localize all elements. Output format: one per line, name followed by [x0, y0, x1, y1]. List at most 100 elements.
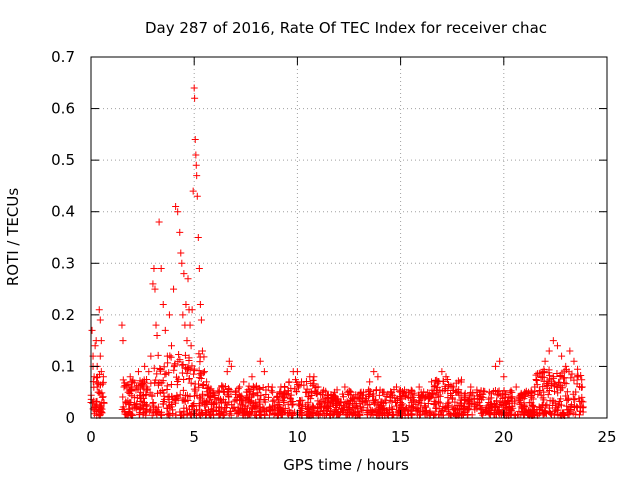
x-axis-label: GPS time / hours — [283, 456, 409, 474]
data-point — [465, 401, 473, 409]
data-point — [94, 388, 102, 396]
data-point — [189, 401, 197, 409]
data-point — [193, 406, 201, 414]
data-point — [432, 404, 440, 412]
data-point — [212, 399, 220, 407]
data-point — [90, 373, 98, 381]
data-point — [554, 389, 562, 397]
data-point — [134, 368, 142, 376]
data-point — [248, 373, 256, 381]
data-point — [437, 408, 445, 416]
data-point — [148, 392, 156, 400]
data-point — [461, 393, 469, 401]
data-point — [409, 404, 417, 412]
data-point — [214, 387, 222, 395]
data-point — [219, 383, 227, 391]
data-point — [195, 380, 202, 388]
data-point — [525, 388, 533, 396]
data-point — [485, 388, 493, 396]
data-point — [422, 403, 430, 411]
data-point — [463, 411, 471, 419]
data-point — [287, 391, 295, 399]
data-point — [295, 400, 303, 408]
data-point — [569, 409, 577, 417]
data-point — [190, 392, 198, 400]
y-tick-label: 0.4 — [51, 203, 75, 221]
data-point — [180, 396, 188, 404]
data-point — [193, 172, 201, 180]
data-point — [444, 400, 452, 408]
data-point — [393, 395, 401, 403]
data-point — [558, 352, 566, 360]
data-point — [560, 367, 568, 375]
data-point — [126, 387, 134, 395]
data-point — [339, 402, 347, 410]
data-point — [556, 372, 564, 380]
data-point — [517, 403, 525, 411]
data-point — [310, 373, 318, 381]
data-point — [267, 387, 275, 395]
data-point — [201, 368, 209, 376]
data-point — [157, 264, 165, 272]
data-point — [153, 389, 161, 397]
data-point — [378, 409, 386, 417]
data-point — [191, 94, 199, 102]
data-point — [128, 378, 136, 386]
data-point — [200, 381, 208, 389]
data-point — [478, 405, 486, 413]
data-point — [553, 369, 561, 377]
data-point — [253, 389, 261, 397]
data-point — [572, 388, 580, 396]
data-point — [215, 404, 223, 412]
data-point — [228, 401, 236, 409]
data-point — [185, 374, 193, 382]
data-point — [490, 400, 498, 408]
data-point — [565, 368, 573, 376]
data-point — [349, 399, 357, 407]
data-point — [231, 388, 239, 396]
data-point — [549, 337, 557, 345]
data-point — [178, 361, 186, 369]
data-point — [195, 400, 203, 408]
data-point — [370, 398, 378, 406]
data-point — [449, 395, 457, 403]
y-tick-label: 0.7 — [51, 48, 75, 66]
data-point — [432, 410, 440, 418]
data-point — [341, 399, 349, 407]
data-point — [265, 411, 273, 419]
data-point — [181, 351, 189, 359]
data-point — [180, 407, 188, 415]
data-point — [191, 136, 199, 144]
data-point — [154, 407, 162, 415]
data-point — [493, 391, 501, 399]
data-point — [483, 402, 491, 410]
data-point — [167, 403, 175, 411]
data-point — [515, 410, 523, 418]
data-point — [222, 403, 230, 411]
data-point — [120, 405, 128, 413]
data-point — [397, 411, 405, 419]
data-point — [532, 376, 540, 384]
data-point — [382, 399, 390, 407]
data-point — [428, 378, 436, 386]
data-point — [185, 354, 193, 362]
data-point — [445, 382, 453, 390]
data-point — [555, 378, 563, 386]
data-point — [413, 411, 421, 419]
data-point — [563, 406, 571, 414]
data-point — [158, 408, 166, 416]
data-point — [88, 326, 96, 334]
data-point — [371, 399, 379, 407]
data-point — [234, 403, 242, 411]
data-point — [168, 393, 176, 401]
data-points — [87, 84, 587, 419]
data-point — [363, 409, 371, 417]
data-point — [551, 399, 559, 407]
y-tick-label: 0 — [65, 409, 75, 427]
data-point — [464, 404, 472, 412]
data-point — [259, 384, 267, 391]
data-point — [353, 393, 361, 401]
data-point — [159, 400, 167, 408]
data-point — [560, 374, 568, 382]
data-point — [445, 411, 453, 419]
